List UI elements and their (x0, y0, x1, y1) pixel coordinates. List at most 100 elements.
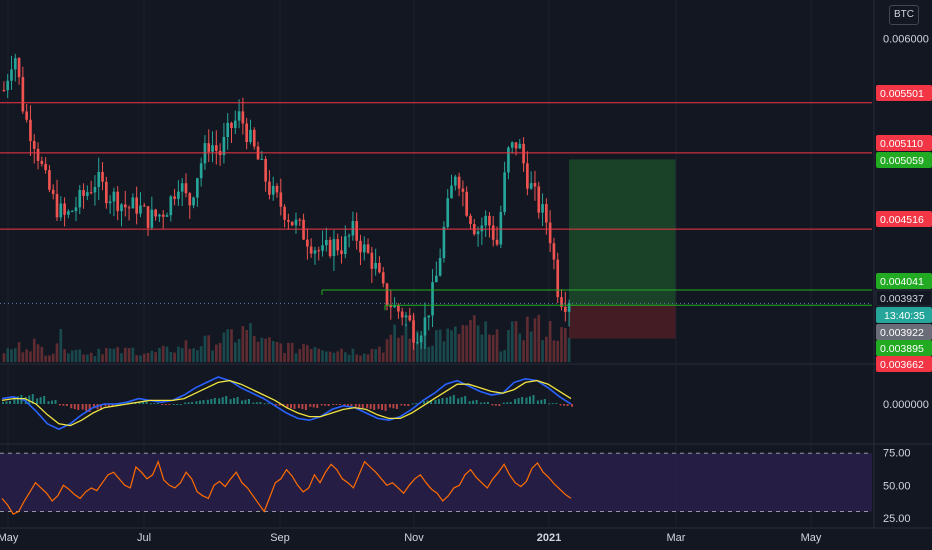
volume-bar (196, 350, 199, 362)
time-axis[interactable]: May Jul Sep Nov 2021 Mar May (0, 532, 822, 544)
price-tick-label: 0.006000 (883, 34, 929, 46)
volume-bar (36, 344, 40, 362)
macd-histogram-bar (361, 404, 364, 408)
time-tick-label: Mar (667, 532, 686, 544)
candle-body (397, 305, 400, 312)
macd-histogram-bar (506, 402, 509, 404)
level-lines[interactable] (0, 102, 872, 311)
volume-bar (419, 338, 423, 362)
volume-bar (177, 346, 180, 362)
volume-bar (381, 352, 385, 362)
candle-body (29, 119, 32, 142)
candle-body (2, 90, 6, 91)
candle-body (271, 185, 275, 195)
macd-histogram-bar (388, 404, 391, 408)
macd-histogram-bar (449, 396, 452, 404)
macd-histogram-bar (548, 403, 551, 405)
macd-histogram-bar (104, 404, 107, 407)
candle-body (142, 205, 146, 207)
time-tick-label: May (0, 532, 19, 544)
price-tag-label: 0.005501 (880, 88, 924, 100)
macd-histogram-bar (149, 403, 152, 405)
macd-histogram-bar (286, 404, 289, 408)
volume-bar (203, 335, 207, 362)
macd-histogram-bar (358, 404, 361, 408)
macd-histogram-bar (309, 404, 312, 407)
macd-histogram-bar (312, 404, 315, 408)
candle-body (537, 186, 541, 213)
volume-bar (150, 350, 154, 362)
price-tag-red (876, 135, 932, 151)
volume-bar (393, 324, 396, 362)
candle-body (294, 219, 298, 226)
candle-body (385, 283, 389, 305)
macd-histogram-bar (293, 404, 296, 409)
macd-histogram-bar (191, 402, 194, 404)
candle-body (245, 123, 248, 143)
candle-body (82, 190, 85, 196)
volume-bar (233, 342, 237, 362)
candle-body (226, 122, 230, 138)
volume-bar (298, 349, 302, 362)
rsi-tick-label: 50.00 (883, 480, 911, 492)
candle-body (533, 183, 537, 187)
volume-bar (389, 334, 393, 362)
volume-bar (321, 350, 324, 362)
volume-bar (13, 348, 17, 362)
macd-histogram-bar (430, 400, 433, 404)
candle-body (488, 215, 491, 226)
macd-histogram-bar (354, 404, 357, 407)
volume-bar (453, 326, 457, 362)
volume-bar (400, 335, 404, 362)
macd-histogram-bar (468, 401, 471, 404)
price-tag-label: 13:40:35 (884, 310, 925, 322)
candle-body (351, 221, 355, 236)
candle-body (423, 317, 427, 336)
macd-histogram-bar (31, 394, 34, 404)
macd-histogram-bar (392, 404, 395, 409)
price-tag-label: 0.003895 (880, 343, 924, 355)
macd-histogram-bar (247, 399, 250, 404)
candle-body (165, 215, 169, 217)
candle-body (131, 197, 135, 209)
candle-body (169, 196, 173, 216)
candle-body (116, 191, 120, 212)
volume-bar (328, 351, 332, 362)
volume-bar (476, 325, 480, 362)
currency-badge[interactable]: BTC (889, 5, 919, 25)
volume-bar (408, 338, 412, 362)
candle-body (260, 158, 264, 160)
volume-bar (74, 349, 78, 362)
macd-histogram-bar (43, 396, 46, 404)
price-tag-red-partial (876, 356, 932, 372)
volume-bar (116, 347, 120, 362)
candle-body (400, 311, 404, 318)
macd-histogram-bar (543, 399, 546, 404)
macd-line (1, 376, 572, 431)
macd-histogram-bar (373, 404, 376, 410)
candle-body (306, 239, 309, 247)
volume-bar (120, 353, 123, 362)
grid (0, 0, 932, 529)
macd-histogram-bar (54, 400, 57, 404)
macd-axis-label: 0.000000 (883, 399, 929, 411)
candle-body (529, 183, 533, 189)
volume-bar (306, 345, 309, 362)
volume-bar (32, 338, 36, 362)
price-axis[interactable]: 0.006000 0.005501 0.005110 0.005059 0.004516… (875, 34, 932, 525)
macd-histogram-bar (142, 401, 145, 404)
macd-histogram-bar (350, 404, 353, 406)
candle-body (252, 129, 256, 147)
macd-histogram-bar (521, 397, 524, 404)
macd-histogram-bar (198, 400, 201, 404)
volume-bar (131, 347, 135, 362)
price-tag-label: 0.004041 (880, 276, 924, 288)
macd-histogram-bar (85, 404, 88, 411)
macd-histogram-bar (9, 401, 11, 404)
candle-body (237, 111, 241, 121)
volume-bar (290, 342, 294, 362)
candle-body (419, 335, 423, 343)
price-tag-red (876, 211, 932, 227)
macd-histogram-bar (437, 398, 440, 404)
